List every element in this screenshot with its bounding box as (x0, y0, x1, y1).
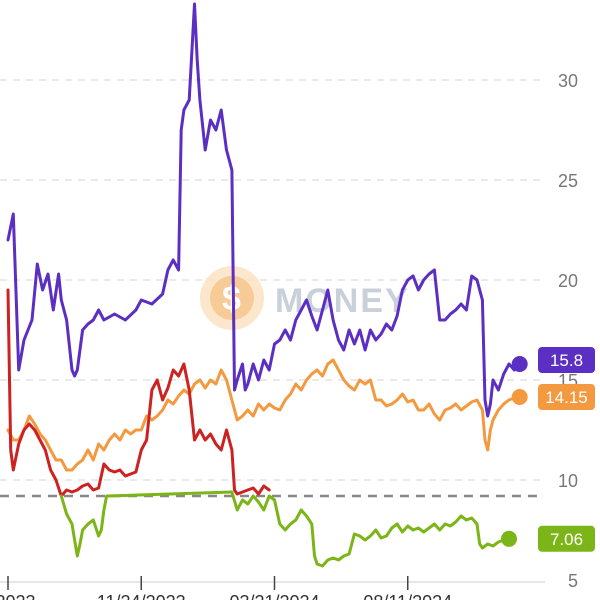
value-badge (538, 525, 595, 552)
y-tick-label: 10 (558, 471, 578, 491)
series-line-3 (59, 490, 511, 568)
value-badge-label: 15.8 (550, 351, 583, 370)
y-tick-label: 20 (558, 271, 578, 291)
last-value-badges: 15.8 14.15 7.06 (501, 347, 595, 552)
series-end-marker (511, 356, 528, 372)
series-line-2 (6, 288, 271, 498)
value-badge (538, 347, 595, 373)
x-tick-label: 03/21/2024 (229, 592, 319, 600)
x-tick-label: 08/11/2024 (363, 592, 452, 600)
x-tick-label: 11/24/2023 (97, 592, 186, 600)
y-tick-label: 5 (568, 571, 578, 591)
y-tick-label: 25 (558, 171, 578, 191)
series-lines (6, 2, 522, 568)
y-tick-label: 30 (558, 71, 578, 91)
series-line-1 (6, 358, 522, 472)
watermark-dollar-icon: $ (222, 280, 241, 318)
x-tick-label: 5/2023 (0, 592, 36, 600)
series-end-marker (511, 389, 528, 405)
watermark-text: MONEY (275, 282, 410, 320)
value-badge (538, 384, 595, 410)
gridlines (0, 79, 545, 481)
series-line-0 (6, 2, 522, 418)
series-end-marker (501, 530, 518, 547)
x-axis: 5/2023 11/24/2023 03/21/2024 08/11/2024 (0, 576, 545, 600)
watermark: $ MONEY (200, 266, 410, 330)
value-badge-label: 14.15 (545, 388, 588, 407)
value-badge-label: 7.06 (550, 530, 583, 549)
